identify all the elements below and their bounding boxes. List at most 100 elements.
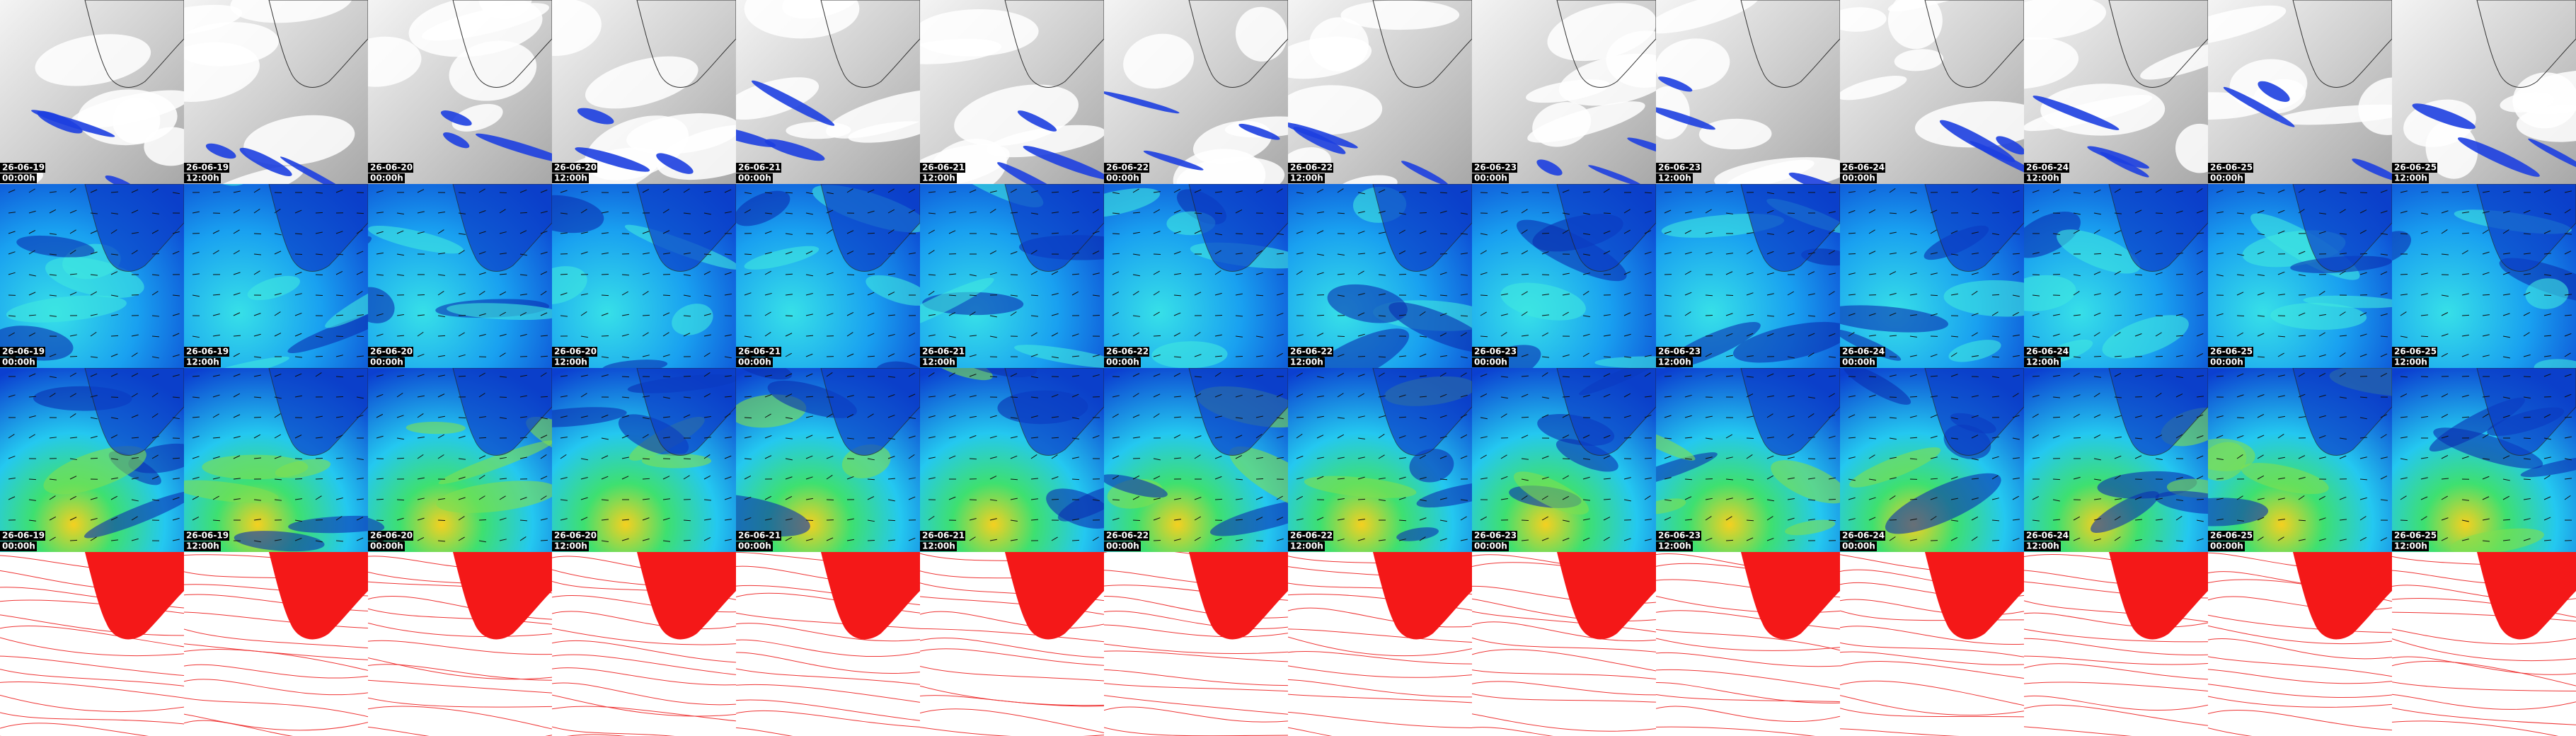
wind-arrow [233, 374, 241, 377]
wind-arrow [2196, 396, 2204, 398]
wind-arrow [2380, 253, 2388, 255]
wind-arrow [642, 396, 650, 398]
wind-arrow [2523, 332, 2530, 337]
wind-arrow [1173, 209, 1181, 214]
wind-arrow [1807, 413, 1815, 418]
wind-arrow [2339, 192, 2347, 194]
cloud [848, 121, 920, 143]
wind-arrow [437, 252, 445, 255]
wind-arrow [315, 415, 323, 418]
wind-arrow [1398, 212, 1406, 215]
wind-arrow [376, 478, 384, 480]
wind-arrow [2441, 294, 2449, 297]
wind-arrow [2093, 376, 2101, 378]
wind-arrow [1235, 273, 1243, 275]
wind-arrow [2420, 314, 2428, 316]
wind-arrow [1153, 291, 1160, 296]
label-bg [2024, 357, 2061, 367]
wind-arrow [1971, 291, 1978, 296]
wind-arrow [2277, 498, 2285, 500]
wind-arrow [437, 229, 444, 234]
wind-arrow [2114, 436, 2122, 439]
map-panel [736, 552, 920, 736]
wind-arrow [335, 294, 344, 297]
wind-arrow [601, 273, 609, 275]
wind-arrow [989, 209, 996, 214]
isobar [184, 720, 294, 736]
wind-arrow [315, 294, 323, 297]
wind-streak [1943, 280, 2024, 317]
label-bg [2024, 173, 2061, 183]
isobar [1472, 693, 1656, 703]
map-content [368, 368, 552, 552]
wind-arrow [437, 374, 445, 377]
wind-arrow [2134, 455, 2142, 459]
wind-arrow [2400, 376, 2408, 378]
wind-arrow [826, 437, 834, 439]
cloud [1335, 175, 1398, 184]
wind-arrow [1909, 251, 1917, 255]
wind-arrow [1214, 270, 1221, 275]
wind-arrow [867, 189, 875, 193]
land [637, 552, 736, 640]
wind-arrow [376, 393, 384, 398]
label-bg [1472, 163, 1517, 173]
wind-arrow [2298, 355, 2306, 357]
isobar [1656, 694, 1840, 703]
wind-arrow [253, 457, 261, 459]
cloud [2512, 72, 2576, 129]
rain-band [2032, 96, 2120, 130]
wind-arrow [2236, 519, 2244, 522]
wind-arrow [1644, 495, 1651, 500]
wind-arrow [1500, 454, 1507, 459]
wind-arrow [540, 435, 548, 439]
wind-arrow [826, 229, 833, 234]
label-bg [368, 357, 405, 367]
wind-arrow [908, 435, 916, 439]
wind-arrow [2400, 210, 2408, 214]
label-bg [736, 357, 773, 367]
wind-arrow [2114, 415, 2122, 418]
wind-arrow [2441, 478, 2449, 480]
rain-band [2457, 137, 2540, 177]
wind-streak [2241, 463, 2329, 495]
wind-arrow [2196, 414, 2204, 418]
wind-arrow [2461, 232, 2470, 234]
wind-arrow [2134, 519, 2142, 521]
wind-arrow [253, 374, 261, 377]
wind-arrow [662, 354, 670, 357]
wind-arrow [1541, 456, 1549, 459]
coastline [820, 0, 920, 88]
wind-arrow [274, 434, 281, 439]
wind-arrow [1664, 231, 1672, 234]
wind-streak [287, 309, 368, 354]
wind-streak [1885, 473, 2001, 534]
label-bg [1472, 531, 1517, 541]
wind-arrow [948, 211, 956, 214]
wind-arrow [2155, 498, 2163, 500]
wind-arrow [662, 517, 670, 521]
wind-arrow [1030, 294, 1039, 297]
wind-arrow [826, 272, 834, 275]
wind-arrow [2012, 253, 2020, 255]
wind-arrow [1214, 456, 1222, 459]
wind-arrow [1378, 293, 1386, 296]
wind-arrow [785, 192, 793, 194]
wind-arrow [683, 212, 691, 214]
map-content [920, 552, 1104, 736]
wind-arrow [1500, 396, 1508, 399]
wind-arrow [621, 291, 628, 296]
map-panel [920, 552, 1104, 736]
wind-arrow [233, 455, 241, 459]
wind-arrow [2380, 434, 2387, 439]
wind-arrow [2012, 393, 2019, 398]
wind-arrow [1398, 250, 1406, 255]
cloud [230, 0, 353, 23]
wind-arrow [335, 314, 344, 316]
wind-arrow [2093, 312, 2101, 316]
wind-arrow [294, 478, 303, 480]
wind-arrow [969, 211, 977, 214]
